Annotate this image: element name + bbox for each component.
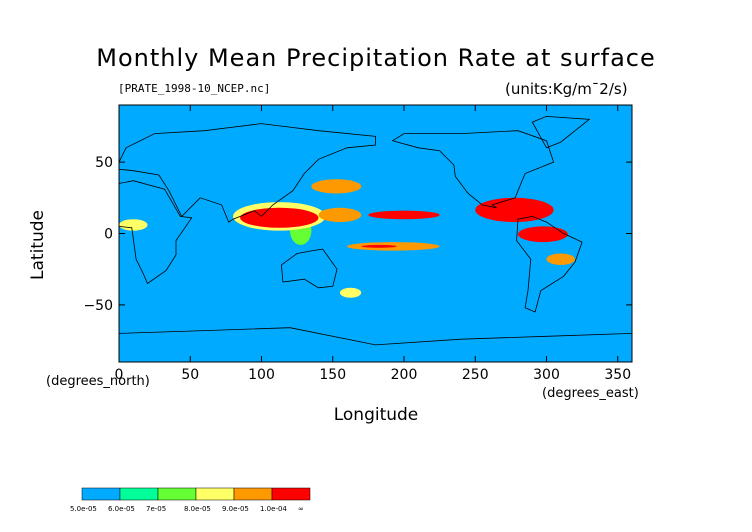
colorbar-label: 6.0e-05 <box>108 505 135 513</box>
x-axis-ticks: 0 50 100 150 200 250 300 350 <box>115 105 631 383</box>
x-tick-label: 250 <box>462 367 489 383</box>
heatmap-cells <box>119 179 575 298</box>
africa-outline <box>118 180 193 285</box>
antarctica-outline <box>118 327 633 346</box>
colorbar-swatch <box>119 487 159 501</box>
greenland-outline <box>531 115 591 149</box>
colorbar-label: 9.0e-05 <box>222 505 249 513</box>
colorbar <box>81 487 311 501</box>
x-axis-unit: (degrees_east) <box>542 386 639 401</box>
colorbar-swatch <box>271 487 311 501</box>
x-tick-label: 200 <box>391 367 418 383</box>
y-tick-label: −50 <box>83 298 113 314</box>
x-tick-label: 50 <box>181 367 199 383</box>
x-tick-label: 300 <box>533 367 560 383</box>
chart-title: Monthly Mean Precipitation Rate at surfa… <box>96 44 656 72</box>
colorbar-swatch <box>157 487 197 501</box>
y-tick-label: 0 <box>104 227 113 243</box>
y-axis-label: Latitude <box>28 210 48 280</box>
precip-region-12 <box>339 287 362 298</box>
file-name: [PRATE_1998-10_NCEP.nc] <box>118 82 271 95</box>
precip-region-11 <box>546 253 575 265</box>
coastline-outlines <box>118 115 633 346</box>
australia-outline <box>280 248 338 289</box>
precip-region-6 <box>361 244 397 248</box>
colorbar-label: 8.0e-05 <box>184 505 211 513</box>
precip-region-7 <box>475 197 554 223</box>
precip-region-2 <box>240 207 319 228</box>
colorbar-label: 1.0e-04 <box>260 505 287 513</box>
precip-region-3 <box>318 207 362 223</box>
x-tick-label: 0 <box>115 367 124 383</box>
colorbar-swatch <box>233 487 273 501</box>
precip-region-9 <box>119 219 148 231</box>
precip-region-4 <box>368 210 440 220</box>
y-axis-unit: (degrees_north) <box>46 374 150 389</box>
x-axis-label: Longitude <box>333 405 419 425</box>
x-tick-label: 150 <box>319 367 346 383</box>
y-axis-ticks: −50 0 50 <box>83 155 632 314</box>
units-label: (units:Kg/m¯2/s) <box>505 80 628 98</box>
precip-region-8 <box>518 226 568 243</box>
colorbar-swatch <box>195 487 235 501</box>
colorbar-label: ∞ <box>298 505 304 513</box>
north-america-outline <box>391 130 555 209</box>
eurasia-outline <box>118 123 376 223</box>
south-america-outline <box>516 215 583 313</box>
colorbar-label: 7e-05 <box>146 505 167 513</box>
colorbar-swatch <box>81 487 121 501</box>
colorbar-label: 5.0e-05 <box>70 505 97 513</box>
precip-region-10 <box>311 179 362 194</box>
x-tick-label: 350 <box>604 367 631 383</box>
y-tick-label: 50 <box>95 155 113 171</box>
x-tick-label: 100 <box>248 367 275 383</box>
